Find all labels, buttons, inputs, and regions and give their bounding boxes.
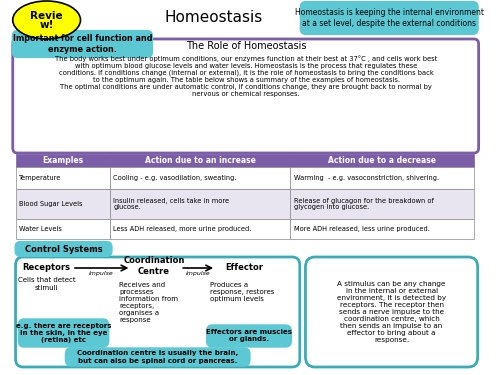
FancyBboxPatch shape [18,319,108,347]
FancyBboxPatch shape [12,31,152,57]
Text: Cells that detect
stimuli: Cells that detect stimuli [18,278,76,291]
Text: Revie: Revie [30,11,63,21]
Text: impulse: impulse [186,270,210,276]
Text: Less ADH released, more urine produced.: Less ADH released, more urine produced. [114,226,252,232]
Text: Warming  - e.g. vasoconstriction, shivering.: Warming - e.g. vasoconstriction, shiveri… [294,175,440,181]
Bar [110,154,290,167]
Bar [110,167,290,189]
FancyBboxPatch shape [16,257,300,367]
Text: w!: w! [40,20,54,30]
Bar [110,189,290,219]
Text: Coordination
Centre: Coordination Centre [123,256,184,276]
Text: Homeostasis: Homeostasis [164,9,262,24]
Bar [290,154,474,167]
Text: Temperature: Temperature [20,175,61,181]
Text: impulse: impulse [89,270,114,276]
Text: Coordination centre is usually the brain,
but can also be spinal cord or pancrea: Coordination centre is usually the brain… [77,351,238,363]
Bar [110,219,290,239]
FancyBboxPatch shape [300,2,478,34]
Text: Effectors are muscles
or glands.: Effectors are muscles or glands. [206,330,292,342]
Text: Water Levels: Water Levels [20,226,62,232]
Text: A stimulus can be any change
in the internal or external
environment, it is dete: A stimulus can be any change in the inte… [337,281,446,343]
Text: Receives and
processes
information from
receptors,
organises a
response: Receives and processes information from … [119,282,178,323]
Text: Receptors: Receptors [22,264,70,273]
Text: Produces a
response, restores
optimum levels: Produces a response, restores optimum le… [210,282,275,302]
FancyBboxPatch shape [206,325,292,347]
Text: The Role of Homeostasis: The Role of Homeostasis [186,41,306,51]
FancyBboxPatch shape [66,348,250,366]
Text: e.g. there are receptors
in the skin, in the eye
(retina) etc: e.g. there are receptors in the skin, in… [16,323,112,343]
Bar [16,167,110,189]
Text: Important for cell function and
enzyme action.: Important for cell function and enzyme a… [12,34,152,54]
Bar [290,189,474,219]
FancyBboxPatch shape [16,242,112,256]
Text: Insulin released, cells take in more
glucose.: Insulin released, cells take in more glu… [114,198,230,210]
FancyBboxPatch shape [306,257,478,367]
Text: More ADH released, less urine produced.: More ADH released, less urine produced. [294,226,430,232]
FancyBboxPatch shape [12,39,478,153]
Bar [290,167,474,189]
Ellipse shape [12,1,80,39]
Text: Homeostasis is keeping the internal environment
at a set level, despite the exte: Homeostasis is keeping the internal envi… [294,8,484,28]
Bar [290,219,474,239]
Text: Cooling - e.g. vasodilation, sweating.: Cooling - e.g. vasodilation, sweating. [114,175,237,181]
Text: Action due to an increase: Action due to an increase [144,156,256,165]
Bar [16,189,110,219]
Bar [16,219,110,239]
Text: Action due to a decrease: Action due to a decrease [328,156,436,165]
Text: Blood Sugar Levels: Blood Sugar Levels [20,201,83,207]
Text: The body works best under optimum conditions, our enzymes function at their best: The body works best under optimum condit… [55,55,438,97]
Text: Control Systems: Control Systems [24,244,102,254]
Text: Examples: Examples [42,156,83,165]
Text: Release of glucagon for the breakdown of
glycogen into glucose.: Release of glucagon for the breakdown of… [294,198,434,210]
Text: Effector: Effector [226,264,264,273]
Bar [16,154,110,167]
